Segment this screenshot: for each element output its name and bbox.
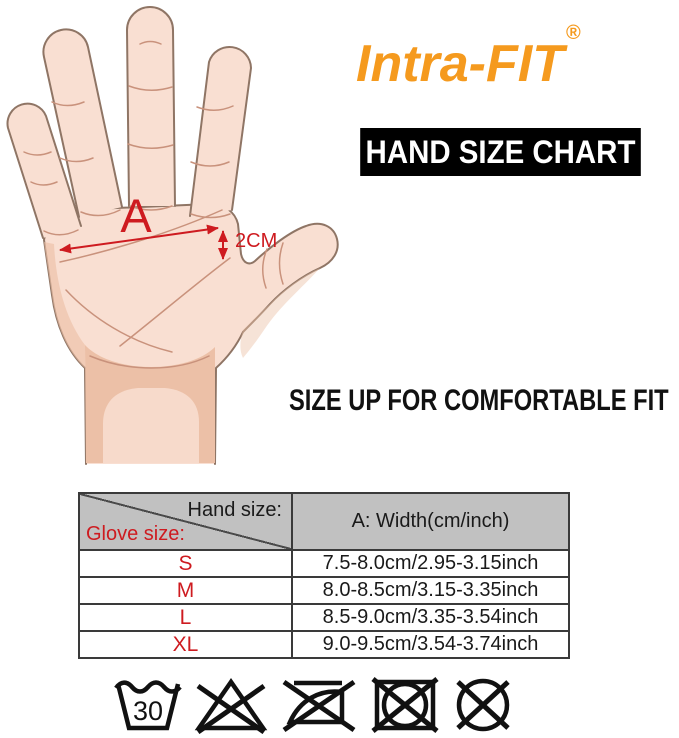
width-cell: 8.5-9.0cm/3.35-3.54inch [291, 603, 570, 632]
inner-wrist-highlight [103, 388, 199, 463]
offset-label: 2CM [235, 230, 277, 252]
table-row-m: M 8.0-8.5cm/3.15-3.35inch [78, 576, 570, 605]
glove-size-cell: XL [78, 630, 293, 659]
width-cell: 9.0-9.5cm/3.54-3.74inch [291, 630, 570, 659]
care-symbols: 30 [114, 676, 514, 734]
brand-logo: Intra-FIT® [356, 23, 581, 93]
do-not-tumble-dry-icon [371, 677, 439, 733]
glove-size-header: Glove size: [86, 523, 185, 545]
width-measure-arrow [59, 224, 219, 254]
machine-wash-30-icon: 30 [114, 680, 182, 731]
hand-size-chart-banner: HAND SIZE CHART [360, 128, 641, 176]
registered-trademark: ® [565, 21, 581, 44]
brand-name: Intra-FIT [356, 35, 564, 93]
pinky-finger [6, 102, 82, 239]
table-row-xl: XL 9.0-9.5cm/3.54-3.74inch [78, 630, 570, 659]
corner-header-cell: Hand size: Glove size: [78, 492, 293, 551]
table-header-row: Hand size: Glove size: A: Width(cm/inch) [78, 492, 570, 551]
palm-edge-shading [44, 242, 85, 368]
width-column-header: A: Width(cm/inch) [291, 492, 570, 551]
size-table: Hand size: Glove size: A: Width(cm/inch)… [78, 492, 570, 659]
measure-label: A [120, 189, 152, 242]
glove-size-cell: M [78, 576, 293, 605]
glove-size-cell: S [78, 549, 293, 578]
wash-temp-label: 30 [133, 696, 163, 726]
hand-size-header: Hand size: [187, 499, 283, 521]
table-row-l: L 8.5-9.0cm/3.35-3.54inch [78, 603, 570, 632]
middle-finger [126, 6, 176, 207]
hand-measurement-diagram: A 2CM [6, 6, 339, 465]
do-not-dry-clean-icon [456, 678, 510, 732]
thumb-base-shading [240, 268, 320, 358]
glove-size-cell: L [78, 603, 293, 632]
width-cell: 7.5-8.0cm/2.95-3.15inch [291, 549, 570, 578]
ring-finger [42, 28, 123, 218]
width-cell: 8.0-8.5cm/3.15-3.35inch [291, 576, 570, 605]
table-row-s: S 7.5-8.0cm/2.95-3.15inch [78, 549, 570, 578]
index-finger [189, 45, 252, 217]
do-not-bleach-icon [194, 678, 268, 734]
do-not-iron-icon [282, 679, 356, 733]
tagline: SIZE UP FOR COMFORTABLE FIT [289, 384, 669, 417]
finger-creases [23, 40, 284, 289]
